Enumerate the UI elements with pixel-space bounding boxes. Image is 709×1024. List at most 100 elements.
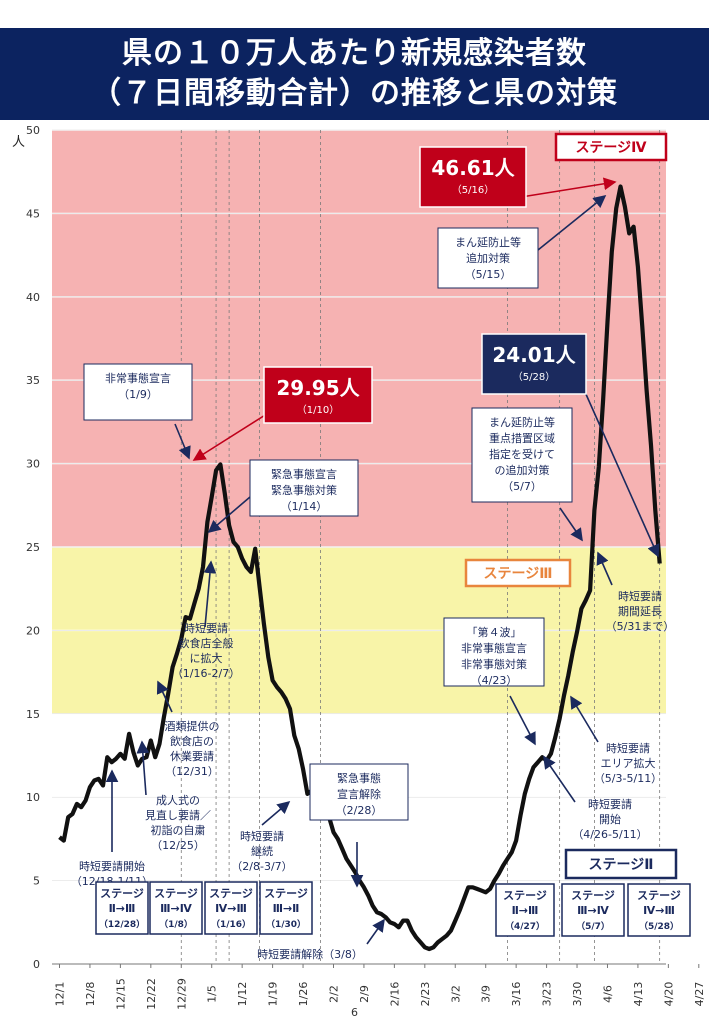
- annotation-text: 宣言解除: [337, 787, 381, 801]
- stage-transition-text: ステージ: [571, 889, 615, 902]
- y-tick-label: 30: [26, 458, 40, 471]
- annotation-text: （12/25）: [151, 839, 205, 852]
- x-tick-label: 2/16: [388, 982, 401, 1007]
- peak-callout-value: 46.61人: [431, 156, 515, 180]
- stage-label: ステージⅡ: [589, 857, 654, 873]
- x-tick-label: 3/9: [480, 985, 493, 1003]
- stage-transition-text: （1/16）: [211, 919, 251, 930]
- annotation-box: [249, 459, 359, 517]
- y-tick-label: 35: [26, 374, 40, 387]
- annotation-arrow: [514, 177, 617, 199]
- annotation-arrow: [366, 918, 385, 945]
- annotation-text: 時短要請: [184, 621, 228, 635]
- annotation-box: [309, 763, 409, 821]
- annotation-arrow: [207, 496, 251, 534]
- y-tick-label: 40: [26, 291, 40, 304]
- x-tick-label: 3/30: [571, 982, 584, 1007]
- chart-title-line1: 県の１０万人あたり新規感染者数: [122, 36, 587, 71]
- annotation-text: 時短要請: [606, 741, 650, 755]
- annotation-text: に拡大: [190, 651, 223, 665]
- stage-transition-box: [259, 881, 313, 935]
- stage-transition-text: ステージ: [637, 889, 681, 902]
- stage-transition-box: [149, 881, 203, 935]
- annotation-text: （12/31）: [165, 765, 219, 778]
- stage-label-box: [564, 848, 678, 880]
- stage-label-box: [554, 132, 668, 162]
- annotation-text: 時短要請: [240, 829, 284, 843]
- annotation-box: [437, 227, 539, 289]
- annotation-text: 指定を受けて: [489, 447, 555, 461]
- annotation-text: （2/28）: [336, 804, 383, 817]
- annotation-arrow: [192, 411, 271, 461]
- y-tick-label: 20: [26, 624, 40, 637]
- y-tick-label: 5: [33, 875, 40, 888]
- annotation-text: （4/26-5/11）: [572, 828, 647, 841]
- annotation-arrow: [559, 507, 583, 542]
- stage-transition-text: ステージ: [209, 887, 253, 900]
- y-tick-label: 10: [26, 791, 40, 804]
- annotation-text: の追加対策: [495, 463, 550, 477]
- chart-title-line2: （７日間移動合計）の推移と県の対策: [91, 76, 618, 111]
- y-axis-label: 人: [12, 135, 25, 150]
- stage-transition-text: Ⅲ→Ⅳ: [160, 902, 193, 915]
- x-tick-label: 12/22: [145, 978, 158, 1010]
- annotation-text: 時短要請開始: [79, 859, 145, 873]
- annotation-arrow: [537, 194, 607, 251]
- stage-transition-box: [561, 883, 625, 937]
- annotation-text: 飲食店全般: [179, 636, 234, 650]
- stage-transition-text: Ⅲ→Ⅱ: [273, 902, 300, 915]
- annotation-text: （5/31まで）: [606, 620, 675, 633]
- annotation-text: 見直し要請／: [145, 808, 211, 822]
- stage-transition-text: Ⅲ→Ⅳ: [577, 904, 610, 917]
- annotation-text: （1/16-2/7）: [172, 667, 240, 680]
- y-tick-label: 15: [26, 708, 40, 721]
- stage-transition-text: ステージ: [503, 889, 547, 902]
- annotation-text: （4/23）: [471, 674, 518, 687]
- stage-transition-text: Ⅱ→Ⅲ: [109, 902, 136, 915]
- y-tick-label: 50: [26, 124, 40, 137]
- stage-transition-text: ステージ: [154, 887, 198, 900]
- x-tick-label: 4/20: [662, 982, 675, 1007]
- x-tick-label: 2/2: [327, 985, 340, 1003]
- annotation-text: 時短要請: [588, 797, 632, 811]
- annotation-arrow: [203, 560, 217, 628]
- x-tick-label: 1/26: [297, 982, 310, 1007]
- peak-callout-date: （5/28）: [513, 371, 555, 383]
- annotation-arrow: [509, 695, 536, 746]
- stage-transition-box: [204, 881, 258, 935]
- annotation-text: 休業要請: [170, 749, 214, 763]
- x-tick-label: 4/13: [632, 982, 645, 1007]
- annotation-text: （2/8-3/7）: [231, 860, 292, 873]
- annotation-arrow: [570, 695, 599, 743]
- stage-transition-box: [95, 881, 149, 935]
- x-tick-label: 3/23: [541, 982, 554, 1007]
- annotation-box: [83, 363, 193, 421]
- annotation-arrow: [543, 755, 576, 803]
- stage-transition-text: ステージ: [264, 887, 308, 900]
- stage-transition-text: Ⅱ→Ⅲ: [512, 904, 539, 917]
- annotation-text: 開始: [599, 812, 621, 826]
- annotation-text: （1/14）: [281, 500, 328, 513]
- annotation-arrow: [156, 680, 173, 713]
- annotation-box: [471, 407, 573, 503]
- annotation-arrow: [261, 800, 291, 826]
- annotation-text: 非常事態宣言: [461, 641, 527, 655]
- peak-callout: [481, 333, 587, 395]
- stage-transition-box: [495, 883, 555, 937]
- x-tick-label: 3/2: [449, 985, 462, 1003]
- annotation-text: 非常事態宣言: [105, 371, 171, 385]
- x-tick-label: 12/1: [54, 982, 67, 1007]
- annotation-text: 継続: [251, 844, 273, 858]
- stage-transition-text: Ⅳ→Ⅲ: [643, 904, 675, 917]
- annotation-text: 飲食店の: [170, 734, 214, 748]
- annotation-text: 追加対策: [466, 251, 510, 265]
- stage-transition-text: （5/7）: [576, 921, 610, 932]
- annotation-text: エリア拡大: [601, 756, 656, 770]
- chart-title-banner: 県の１０万人あたり新規感染者数 （７日間移動合計）の推移と県の対策: [0, 28, 709, 120]
- stage-transition-text: （4/27）: [505, 921, 545, 932]
- stage-transition-text: （12/28）: [99, 919, 145, 930]
- x-tick-label: 1/12: [236, 982, 249, 1007]
- stage-label: ステージⅢ: [484, 566, 553, 582]
- stage-transition-text: ステージ: [100, 887, 144, 900]
